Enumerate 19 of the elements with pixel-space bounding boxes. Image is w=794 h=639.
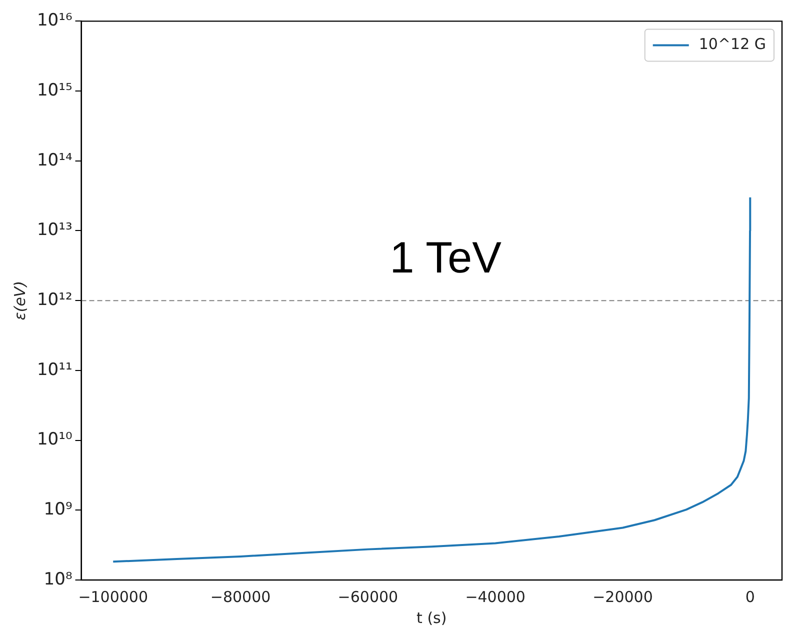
x-tick-label: −100000 (78, 588, 148, 606)
y-tick-label: 10¹³ (36, 220, 72, 240)
x-tick-label: −20000 (592, 588, 653, 606)
y-tick-label: 10¹² (36, 290, 72, 310)
x-tick-label: −80000 (210, 588, 271, 606)
x-tick-label: −60000 (338, 588, 398, 606)
y-tick-label: 10¹⁶ (36, 10, 72, 31)
y-axis-title: ε(eV) (10, 280, 29, 320)
ref-line-label: 1 TeV (390, 234, 502, 283)
x-axis-title: t (s) (416, 608, 447, 627)
y-tick-label: 10⁹ (44, 500, 72, 520)
x-tick-label: −40000 (465, 588, 526, 606)
x-tick-label: 0 (745, 588, 755, 606)
y-tick-label: 10¹⁴ (36, 150, 72, 170)
y-tick-label: 10⁸ (44, 569, 72, 590)
y-tick-label: 10¹¹ (36, 360, 72, 380)
legend-label: 10^12 G (698, 35, 766, 54)
y-tick-label: 10¹⁵ (36, 80, 72, 100)
y-tick-label: 10¹⁰ (36, 430, 72, 450)
